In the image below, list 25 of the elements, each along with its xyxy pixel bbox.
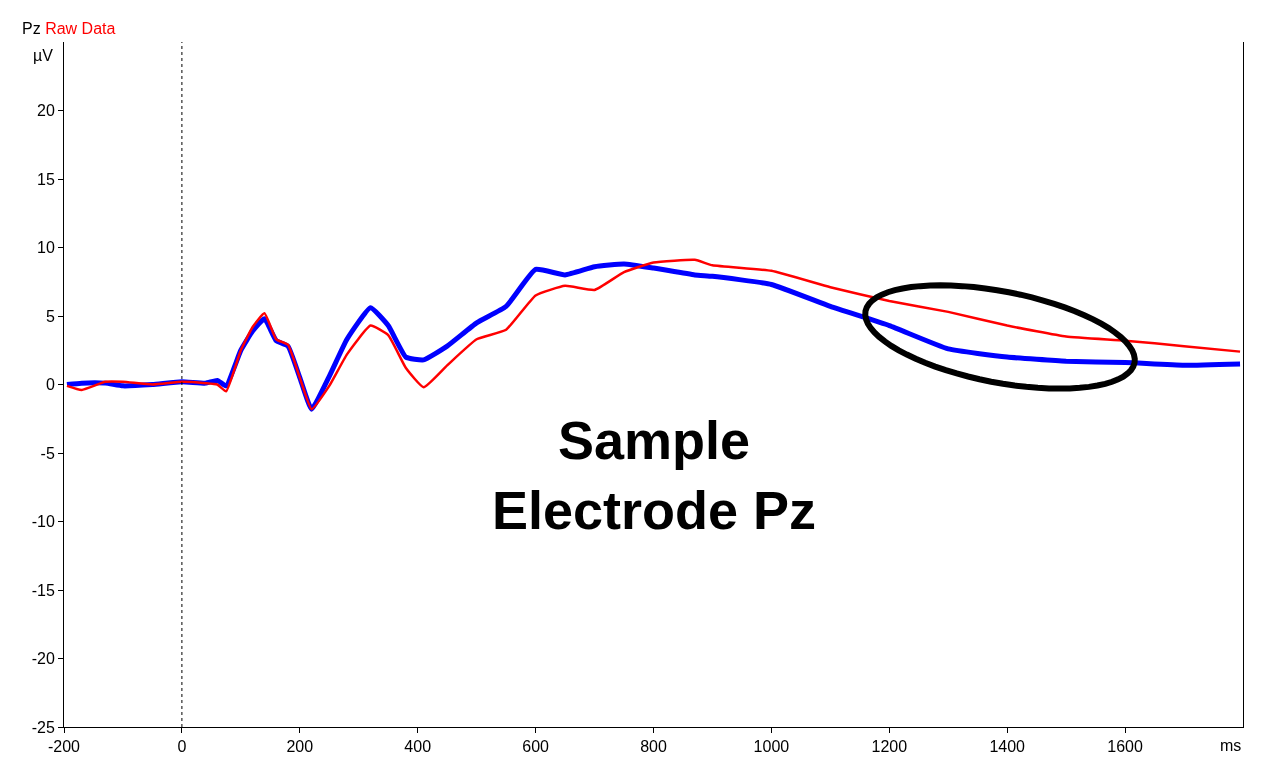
x-tick-label: 0 xyxy=(177,738,187,756)
y-tick-label: 15 xyxy=(37,170,55,188)
y-tick-label: -20 xyxy=(31,650,55,668)
y-tick-label: 5 xyxy=(45,307,55,325)
y-tick-label: -25 xyxy=(31,718,55,736)
x-tick-label: 200 xyxy=(286,738,314,756)
x-tick-label: 1200 xyxy=(871,738,908,756)
x-tick-label: -200 xyxy=(47,738,81,756)
y-tick-label: -10 xyxy=(31,513,55,531)
y-tick-label: -15 xyxy=(31,581,55,599)
x-tick-label: 800 xyxy=(640,738,667,756)
annotation: Sample Electrode Pz xyxy=(492,410,817,541)
x-tick-label: 1400 xyxy=(989,738,1026,756)
x-tick-label: 600 xyxy=(522,738,550,756)
text: Raw Data xyxy=(45,20,116,37)
y-tick-label: 0 xyxy=(45,376,55,394)
chart-title: Pz xyxy=(22,20,41,37)
x-axis-title: ms xyxy=(1220,737,1242,754)
x-tick-label: 1000 xyxy=(753,738,790,756)
y-tick-label: 20 xyxy=(37,102,55,120)
x-tick-label: 1600 xyxy=(1107,738,1143,756)
y-tick-label: -5 xyxy=(40,444,55,462)
x-tick-label: 400 xyxy=(404,738,432,756)
y-tick-label: 10 xyxy=(37,239,55,257)
y-axis-title: µV xyxy=(33,47,54,64)
